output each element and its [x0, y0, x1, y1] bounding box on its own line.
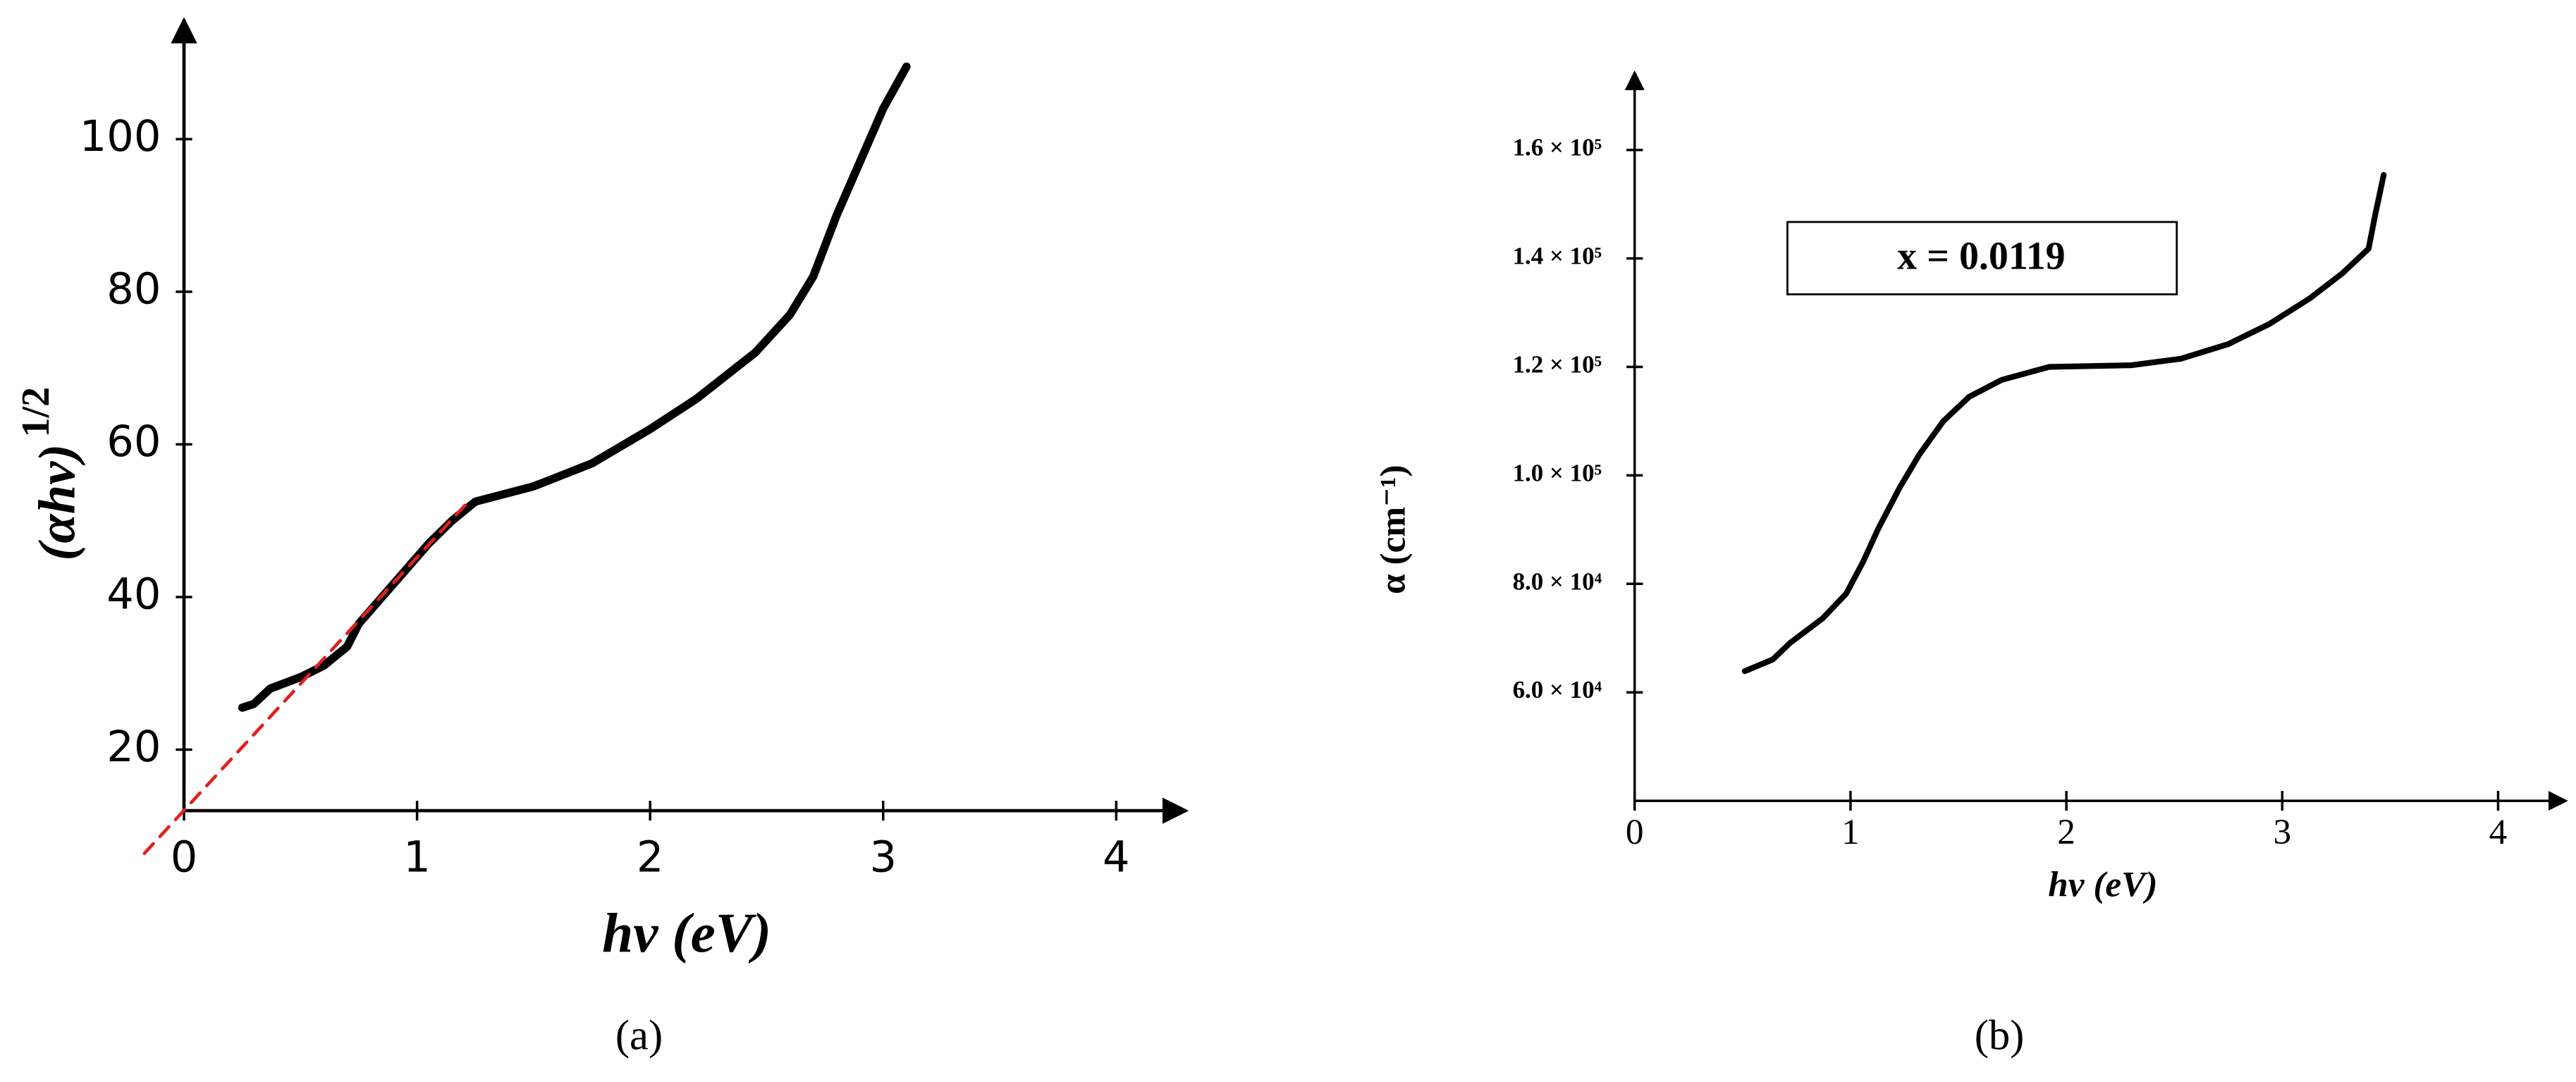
annotation-box [1786, 221, 2178, 295]
y-tick-label: 100 [80, 112, 161, 161]
y-tick-label: 1.2 × 10⁵ [1513, 351, 1602, 379]
y-tick-label: 8.0 × 10⁴ [1513, 567, 1602, 595]
y-tick-label: 40 [106, 570, 161, 620]
y-tick-label: 1.4 × 10⁵ [1513, 242, 1602, 270]
data-line [142, 500, 470, 856]
y-axis-label-superscript: 1/2 [14, 387, 58, 438]
y-tick-label: 6.0 × 10⁴ [1513, 676, 1602, 703]
y-tick-label: 60 [106, 417, 161, 467]
x-axis-label: hν (eV) [2048, 864, 2157, 904]
x-tick-label: 1 [403, 833, 431, 883]
y-axis-label: α (cm⁻¹) [1373, 465, 1413, 594]
x-tick-label: 3 [2273, 812, 2291, 852]
y-tick-label: 1.0 × 10⁵ [1513, 459, 1602, 486]
y-tick-label: 20 [106, 723, 161, 772]
caption: (a) [615, 1012, 663, 1059]
x-tick-label: 1 [1841, 812, 1860, 852]
y-tick-label: 80 [106, 264, 161, 314]
data-line [238, 62, 911, 712]
data-line [1741, 172, 2387, 675]
caption: (b) [1975, 1012, 2025, 1059]
x-tick-label: 2 [2057, 812, 2075, 852]
x-tick-label: 2 [637, 833, 664, 883]
y-tick-label: 1.6 × 10⁵ [1513, 134, 1602, 161]
annotation: x = 0.0119 [1897, 234, 2065, 278]
y-axis-label: (αhν) [29, 444, 87, 561]
x-tick-label: 0 [171, 833, 198, 883]
x-tick-label: 3 [869, 833, 897, 883]
y-axis-label-group: (αhν) 1/2 [14, 387, 87, 561]
x-axis-label: hν (eV) [602, 902, 771, 964]
x-tick-label: 4 [2489, 812, 2508, 852]
x-tick-label: 4 [1103, 833, 1130, 883]
x-tick-label: 0 [1626, 812, 1644, 852]
